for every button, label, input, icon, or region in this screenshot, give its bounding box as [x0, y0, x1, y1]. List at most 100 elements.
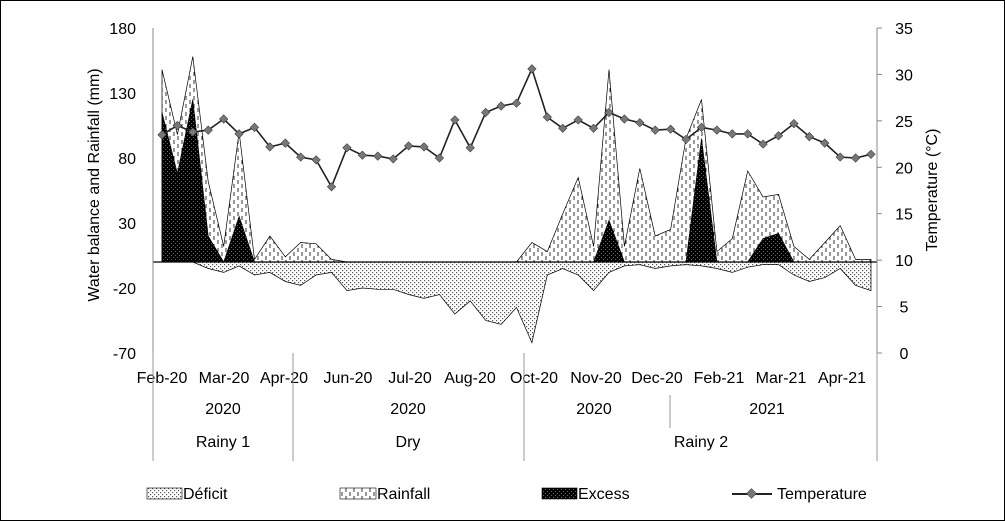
- temperature-point: [635, 118, 645, 128]
- temperature-point: [789, 119, 799, 129]
- x-month-label: Apr-20: [260, 370, 308, 387]
- temperature-point: [773, 131, 784, 141]
- temperature-point: [666, 124, 676, 134]
- x-axis-labels: Feb-20 Mar-20 Apr-20 Jun-20 Jul-20 Aug-20 Oct-…: [137, 353, 878, 461]
- temperature-point: [527, 64, 537, 74]
- temperature-point: [434, 153, 445, 163]
- temperature-point: [866, 149, 876, 159]
- y-tick-label: -70: [113, 346, 136, 363]
- y-tick-label: 80: [118, 151, 136, 168]
- x-month-label: Feb-21: [694, 370, 745, 387]
- y2-tick-label: 25: [895, 114, 913, 131]
- temperature-point: [265, 142, 275, 152]
- x-month-label: Mar-21: [756, 370, 807, 387]
- temperature-point: [188, 127, 198, 137]
- temperature-point: [558, 123, 568, 133]
- y-tick-label: 180: [109, 21, 136, 38]
- temperature-point: [743, 129, 753, 139]
- temperature-line: [161, 66, 872, 189]
- x-year-label: 2020: [205, 401, 241, 418]
- y-axis-title: Water balance and Rainfall (mm): [86, 68, 103, 301]
- temperature-point: [311, 155, 321, 165]
- y2-tick-label: 20: [895, 160, 913, 177]
- temperature-point: [820, 138, 830, 148]
- y2-axis-title: Temperature (°C): [924, 129, 941, 252]
- y-tick-label: 30: [118, 216, 136, 233]
- temperature-point: [157, 130, 167, 140]
- y2-tick-label: 5: [900, 300, 909, 317]
- temperature-point: [465, 143, 475, 153]
- temperature-point: [835, 152, 845, 162]
- temperature-point: [388, 154, 398, 164]
- temperature-point: [712, 125, 722, 135]
- temperature-point: [758, 139, 768, 149]
- temperature-point: [696, 122, 707, 132]
- temperature-point: [604, 107, 614, 118]
- temperature-point: [511, 98, 522, 108]
- x-month-label: Dec-20: [631, 370, 683, 387]
- temperature-point: [804, 132, 814, 142]
- temperature-point: [342, 143, 352, 153]
- temperature-point: [619, 114, 629, 124]
- legend-label-rainfall: Rainfall: [377, 486, 430, 503]
- x-season-label: Dry: [396, 434, 421, 451]
- temperature-layer: [157, 64, 876, 192]
- temperature-point: [850, 153, 861, 163]
- legend-swatch-rainfall: [339, 487, 377, 500]
- temperature-point: [542, 112, 552, 122]
- y2-tick-label: 10: [895, 253, 913, 270]
- deficit-area: [162, 261, 872, 344]
- x-month-label: Aug-20: [444, 370, 496, 387]
- temperature-point: [203, 125, 213, 135]
- x-season-label: Rainy 1: [196, 434, 250, 451]
- y2-tick-label: 35: [895, 21, 913, 38]
- x-year-label: 2020: [390, 401, 426, 418]
- x-month-label: Nov-20: [570, 370, 622, 387]
- temperature-point: [404, 141, 414, 151]
- temperature-point: [373, 151, 383, 161]
- temperature-point: [419, 142, 429, 152]
- legend-label-deficit: Déficit: [183, 486, 228, 503]
- temperature-point: [588, 123, 599, 133]
- temperature-point: [496, 101, 506, 111]
- legend: Déficit Rainfall Excess Temperature: [146, 486, 867, 503]
- x-month-label: Jul-20: [388, 370, 432, 387]
- x-month-label: Jun-20: [324, 370, 373, 387]
- temperature-point: [481, 107, 491, 118]
- y-tick-label: -20: [113, 281, 136, 298]
- legend-label-temperature: Temperature: [777, 486, 867, 503]
- temperature-point: [357, 150, 367, 160]
- temperature-point: [280, 138, 290, 148]
- x-month-label: Feb-20: [137, 370, 188, 387]
- temperature-point: [296, 152, 306, 162]
- temperature-point: [172, 120, 183, 131]
- legend-swatch-excess: [541, 487, 578, 500]
- temperature-point: [326, 182, 337, 192]
- legend-label-excess: Excess: [578, 486, 630, 503]
- legend-swatch-deficit: [146, 487, 183, 500]
- temperature-point: [727, 129, 737, 139]
- y-tick-label: 130: [109, 86, 136, 103]
- x-month-label: Oct-20: [510, 370, 558, 387]
- x-month-label: Mar-20: [199, 370, 250, 387]
- x-year-label: 2021: [749, 401, 785, 418]
- legend-item-temperature: Temperature: [732, 486, 867, 503]
- y2-tick-label: 30: [895, 67, 913, 84]
- temperature-point: [234, 129, 244, 139]
- temperature-point: [249, 122, 260, 132]
- y2-tick-label: 15: [895, 207, 913, 224]
- temperature-point: [650, 125, 660, 135]
- tick-labels: 180 130 80 30 -20 -70 35 30 25 20 15 10 5 0: [109, 21, 913, 363]
- temperature-point: [573, 115, 583, 125]
- temperature-point: [450, 115, 460, 125]
- legend-item-excess: Excess: [541, 486, 630, 503]
- x-year-label: 2020: [576, 401, 612, 418]
- legend-marker-temperature: [746, 488, 757, 499]
- legend-item-deficit: Déficit: [146, 486, 228, 503]
- legend-item-rainfall: Rainfall: [339, 486, 430, 503]
- x-month-label: Apr-21: [818, 370, 866, 387]
- temperature-point: [681, 134, 691, 145]
- x-season-label: Rainy 2: [674, 434, 728, 451]
- y2-tick-label: 0: [900, 346, 909, 363]
